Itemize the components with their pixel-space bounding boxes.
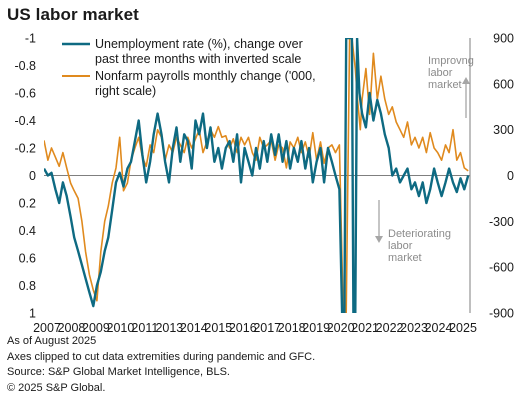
annotation-improving: Improvng labor market [428, 55, 474, 91]
y-right-tick-label: -900 [489, 307, 514, 321]
y-right-tick-label: -300 [489, 215, 514, 229]
y-left-tick-label: 0.8 [19, 279, 36, 293]
annotation-deteriorating: Deteriorating labor market [388, 228, 451, 264]
x-tick-label: 2022 [376, 321, 404, 335]
x-tick-label: 2017 [253, 321, 281, 335]
x-tick-label: 2007 [33, 321, 61, 335]
series-layer [44, 38, 470, 313]
x-tick-label: 2018 [278, 321, 306, 335]
footer-line-date: As of August 2025 [7, 335, 97, 347]
x-tick-label: 2013 [155, 321, 183, 335]
x-axis-ticks: 2007200820092010201120132014201520162017… [33, 321, 477, 335]
arrow-down-icon [375, 236, 383, 243]
y-left-tick-label: 0.4 [19, 224, 36, 238]
x-tick-label: 2015 [204, 321, 232, 335]
y-right-tick-label: -600 [489, 261, 514, 275]
y-left-axis-ticks: -1 -0.8 -0.6 -0.4 -0.2 0 0.2 0.4 0.6 0.8 1 [14, 32, 36, 321]
y-left-tick-label: -0.8 [14, 59, 36, 73]
footer-notes: As of August 2025 Axes clipped to cut da… [7, 334, 315, 396]
footer-line-copyright: © 2025 S&P Global. [7, 381, 106, 394]
y-left-tick-label: -0.2 [14, 142, 36, 156]
y-right-tick-label: 900 [493, 32, 514, 46]
y-left-tick-label: -1 [25, 32, 36, 46]
y-left-tick-label: 0.2 [19, 197, 36, 211]
x-tick-label: 2016 [229, 321, 257, 335]
footer-line-note: Axes clipped to cut data extremities dur… [7, 350, 316, 363]
y-left-tick-label: -0.6 [14, 87, 36, 101]
x-tick-label: 2011 [131, 321, 158, 335]
y-right-tick-label: 0 [507, 169, 514, 183]
x-tick-label: 2008 [58, 321, 86, 335]
legend-label-payrolls: Nonfarm payrolls monthly change ('000, ri… [95, 69, 316, 98]
x-tick-label: 2010 [107, 321, 135, 335]
x-tick-label: 2025 [449, 321, 477, 335]
footer-line-source: Source: S&P Global Market Intelligence, … [7, 366, 230, 378]
y-left-tick-label: 1 [29, 307, 36, 321]
x-tick-label: 2009 [82, 321, 110, 335]
arrow-up-icon [462, 77, 470, 84]
x-tick-label: 2021 [351, 321, 379, 335]
x-tick-label: 2019 [302, 321, 330, 335]
y-right-tick-label: 600 [493, 77, 514, 91]
y-right-tick-label: 300 [493, 123, 514, 137]
y-left-tick-label: 0.6 [19, 252, 36, 266]
x-tick-label: 2023 [400, 321, 428, 335]
x-tick-label: 2024 [425, 321, 453, 335]
legend: Unemployment rate (%), change over past t… [62, 37, 316, 98]
annotations: Improvng labor market Deteriorating labor mar… [375, 55, 474, 264]
y-right-axis-ticks: 900 600 300 0 -300 -600 -900 [489, 32, 514, 321]
series-unemployment-line [44, 38, 470, 313]
x-tick-label: 2014 [180, 321, 208, 335]
y-left-tick-label: -0.4 [14, 114, 36, 128]
legend-label-unemployment: Unemployment rate (%), change over past t… [95, 37, 303, 66]
x-tick-label: 2020 [327, 321, 355, 335]
series-payrolls-line [44, 38, 469, 313]
chart-title: US labor market [7, 5, 139, 24]
y-left-tick-label: 0 [29, 169, 36, 183]
